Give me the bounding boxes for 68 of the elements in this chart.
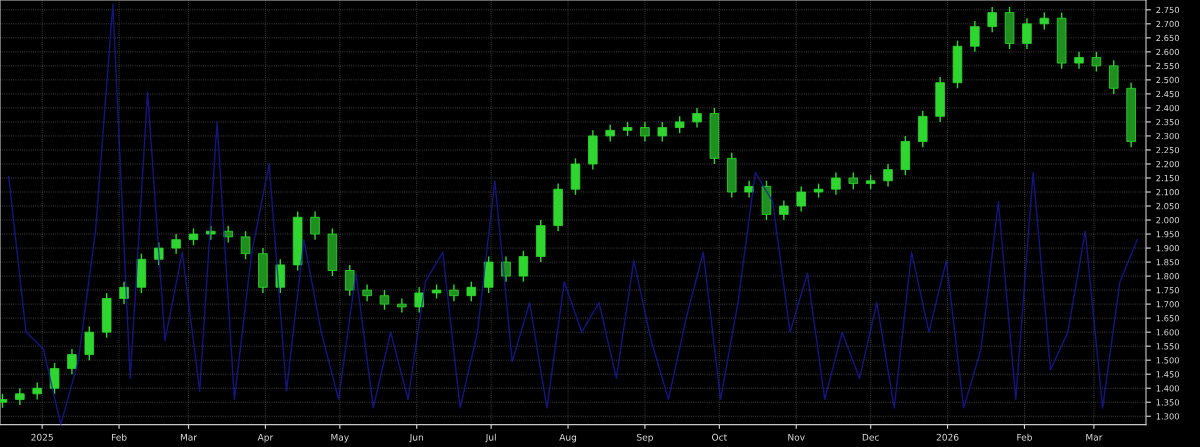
y-tick-label: 2.550 bbox=[1156, 62, 1180, 70]
x-tick-label: Nov bbox=[788, 433, 805, 441]
candlestick bbox=[987, 6, 997, 33]
y-tick-label: 2.100 bbox=[1156, 188, 1180, 196]
candlestick bbox=[831, 171, 841, 196]
x-tick-label: 2026 bbox=[936, 433, 959, 441]
candlestick bbox=[171, 233, 181, 255]
y-tick-label: 1.700 bbox=[1156, 301, 1180, 308]
candlestick bbox=[970, 20, 980, 53]
y-tick-label: 2.400 bbox=[1156, 104, 1180, 112]
y-tick-label: 2.450 bbox=[1156, 90, 1180, 98]
x-tick-label: May bbox=[331, 433, 349, 443]
candlestick bbox=[240, 230, 251, 260]
y-tick-label: 1.950 bbox=[1156, 231, 1180, 238]
candlestick bbox=[1108, 59, 1119, 95]
x-tick-label: Apr bbox=[257, 433, 274, 443]
candlestick bbox=[379, 289, 390, 311]
x-tick-label: Mar bbox=[180, 433, 198, 441]
y-tick-label: 2.050 bbox=[1156, 203, 1180, 210]
y-tick-label: 1.600 bbox=[1156, 329, 1180, 336]
y-tick-label: 2.200 bbox=[1156, 160, 1180, 168]
y-tick-label: 2.700 bbox=[1156, 20, 1180, 28]
x-tick-label: Aug bbox=[559, 433, 577, 443]
y-tick-label: 2.150 bbox=[1156, 174, 1180, 182]
y-tick-label: 2.650 bbox=[1156, 34, 1180, 42]
x-tick-label: Sep bbox=[637, 433, 653, 443]
candlestick bbox=[49, 362, 60, 395]
y-tick-label: 2.350 bbox=[1156, 118, 1180, 126]
candlestick bbox=[67, 348, 77, 375]
y-tick-label: 1.550 bbox=[1156, 343, 1180, 350]
candlestick bbox=[796, 185, 806, 213]
candlestick bbox=[883, 163, 893, 188]
y-tick-label: 2.250 bbox=[1156, 146, 1180, 154]
y-tick-label: 1.850 bbox=[1156, 259, 1180, 266]
candlestick bbox=[692, 107, 702, 129]
candlestick bbox=[1022, 17, 1032, 50]
y-tick-label: 1.300 bbox=[1156, 413, 1180, 420]
x-tick-label: 2025 bbox=[31, 433, 53, 441]
y-tick-label: 1.500 bbox=[1156, 357, 1180, 364]
x-tick-label: Feb bbox=[1017, 433, 1032, 441]
candlestick bbox=[310, 210, 320, 241]
y-tick-label: 2.750 bbox=[1156, 6, 1180, 14]
x-tick-label: Jun bbox=[409, 433, 424, 443]
y-tick-label: 2.500 bbox=[1156, 76, 1180, 84]
y-tick-label: 1.800 bbox=[1156, 273, 1180, 280]
y-tick-label: 2.300 bbox=[1156, 132, 1180, 140]
y-tick-label: 2.600 bbox=[1156, 48, 1180, 56]
candlestick bbox=[84, 325, 95, 361]
x-tick-label: Jul bbox=[485, 433, 496, 443]
x-tick-label: Mar bbox=[1086, 433, 1103, 441]
candlestick bbox=[657, 121, 668, 143]
y-tick-label: 1.900 bbox=[1156, 245, 1180, 252]
candlestick bbox=[518, 250, 529, 283]
x-tick-label: Feb bbox=[111, 433, 127, 441]
y-tick-label: 2.000 bbox=[1156, 217, 1180, 224]
candlestick bbox=[466, 281, 477, 303]
y-tick-label: 1.750 bbox=[1156, 287, 1180, 294]
candlestick bbox=[1091, 51, 1102, 73]
y-tick-label: 1.450 bbox=[1156, 371, 1180, 378]
x-tick-label: Oct bbox=[712, 433, 727, 441]
candlestick bbox=[344, 264, 355, 297]
y-tick-label: 1.350 bbox=[1156, 399, 1180, 406]
y-tick-label: 1.650 bbox=[1156, 315, 1180, 322]
candlestick bbox=[640, 121, 650, 143]
candlestick bbox=[397, 297, 407, 314]
candlestick bbox=[779, 199, 789, 221]
x-tick-label: Dec bbox=[862, 433, 879, 441]
y-tick-label: 1.400 bbox=[1156, 385, 1180, 392]
